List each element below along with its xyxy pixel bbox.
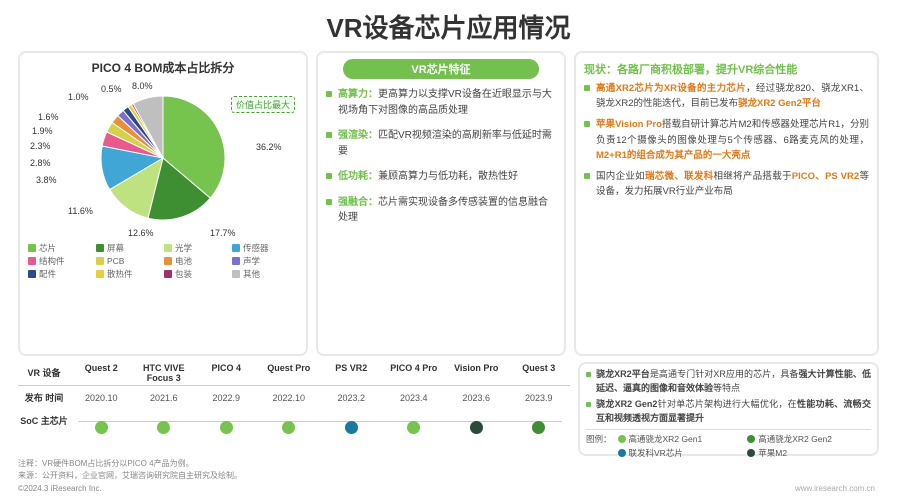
footer-link: www.iresearch.com.cn	[795, 483, 875, 494]
pie-svg	[83, 78, 243, 238]
device-cell: HTC VIVE Focus 3	[133, 363, 196, 383]
timeline-table: VR 设备 Quest 2HTC VIVE Focus 3PICO 4Quest…	[18, 362, 570, 456]
row-head-soc: SoC 主芯片	[18, 416, 70, 427]
legend-item: 散热件	[96, 268, 162, 280]
legend-item: 芯片	[28, 242, 94, 254]
device-cell: PICO 4	[195, 363, 258, 383]
pie-slice-label: 2.8%	[30, 158, 51, 168]
content-columns: PICO 4 BOM成本占比拆分 36.2% 17.7% 12.6% 11.6% 3.8…	[18, 51, 879, 356]
page-title: VR设备芯片应用情况	[18, 8, 879, 45]
date-cell: 2023.4	[383, 393, 446, 403]
device-cell: Quest Pro	[258, 363, 321, 383]
date-cell: 2022.9	[195, 393, 258, 403]
status-item: 国内企业如瑞芯微、联发科相继将产品搭载于PICO、PS VR2等设备，发力拓展V…	[584, 169, 869, 199]
legend-item: 声学	[232, 255, 298, 267]
status-list: 高通XR2芯片为XR设备的主力芯片，经过骁龙820、骁龙XR1、骁龙XR2的性能…	[584, 81, 869, 199]
pie-slice-label: 12.6%	[128, 228, 154, 238]
status-panel: 现状：各路厂商积极部署，提升VR综合性能 高通XR2芯片为XR设备的主力芯片，经…	[574, 51, 879, 356]
features-panel: VR芯片特征 高算力：更高算力以支撑VR设备在近眼显示与大视场角下对图像的高品质…	[316, 51, 566, 356]
feature-item: 高算力：更高算力以支撑VR设备在近眼显示与大视场角下对图像的高品质处理	[326, 87, 556, 118]
info-bullet: 骁龙XR2 Gen2针对单芯片架构进行大幅优化，在性能功耗、流畅交互和视频透视方…	[586, 398, 871, 425]
feature-item: 强融合：芯片需实现设备多传感装置的信息融合处理	[326, 195, 556, 226]
timeline-soc-row: SoC 主芯片	[18, 409, 570, 433]
date-cell: 2020.10	[70, 393, 133, 403]
status-item: 高通XR2芯片为XR设备的主力芯片，经过骁龙820、骁龙XR1、骁龙XR2的性能…	[584, 81, 869, 111]
pie-callout: 价值占比最大	[231, 96, 295, 113]
legend-item: 包装	[164, 268, 230, 280]
legend-item: 屏幕	[96, 242, 162, 254]
pie-slice-label: 17.7%	[210, 228, 236, 238]
pie-slice-label: 36.2%	[256, 142, 282, 152]
legend-item: PCB	[96, 255, 162, 267]
pie-slice-label: 11.6%	[68, 206, 93, 216]
features-list: 高算力：更高算力以支撑VR设备在近眼显示与大视场角下对图像的高品质处理强渲染：匹…	[326, 85, 556, 228]
features-header: VR芯片特征	[343, 59, 539, 79]
feature-item: 低功耗：兼顾高算力与低功耗，散热性好	[326, 169, 556, 185]
soc-legend-item: 高通骁龙XR2 Gen2	[747, 433, 871, 445]
timeline-dates-row: 发布 时间 2020.102021.62022.92022.102023.220…	[18, 387, 570, 409]
soc-legend: 图例： 高通骁龙XR2 Gen1 高通骁龙XR2 Gen2 联发科VR芯片苹果M2	[586, 429, 871, 459]
footer-copy: ©2024.3 iResearch Inc.	[18, 483, 879, 494]
soc-legend-item: 联发科VR芯片	[618, 447, 742, 459]
date-cell: 2023.6	[445, 393, 508, 403]
pie-panel: PICO 4 BOM成本占比拆分 36.2% 17.7% 12.6% 11.6% 3.8…	[18, 51, 308, 356]
soc-legend-head: 图例：	[586, 433, 612, 459]
timeline-devices-row: VR 设备 Quest 2HTC VIVE Focus 3PICO 4Quest…	[18, 362, 570, 384]
legend-item: 结构件	[28, 255, 94, 267]
soc-legend-item: 苹果M2	[747, 447, 871, 459]
pie-slice-label: 1.6%	[38, 112, 59, 122]
date-cell: 2022.10	[258, 393, 321, 403]
footer-source: 来源：公开资料，企业官网，艾瑞咨询研究院自主研究及绘制。	[18, 470, 879, 481]
legend-item: 其他	[232, 268, 298, 280]
legend-item: 光学	[164, 242, 230, 254]
legend-item: 传感器	[232, 242, 298, 254]
device-cell: Quest 3	[508, 363, 571, 383]
pie-slice-label: 8.0%	[132, 81, 153, 91]
pie-title: PICO 4 BOM成本占比拆分	[28, 59, 298, 76]
date-cell: 2021.6	[133, 393, 196, 403]
device-cell: PS VR2	[320, 363, 383, 383]
date-cell: 2023.9	[508, 393, 571, 403]
info-bullet: 骁龙XR2平台是高通专门针对XR应用的芯片，具备强大计算性能、低延迟、逼真的图像…	[586, 368, 871, 395]
device-cell: Quest 2	[70, 363, 133, 383]
device-cell: PICO 4 Pro	[383, 363, 446, 383]
status-header: 现状：各路厂商积极部署，提升VR综合性能	[584, 59, 869, 81]
pie-chart: 36.2% 17.7% 12.6% 11.6% 3.8% 2.8% 2.3% 1.9% 1.6%…	[28, 78, 298, 238]
soc-legend-item: 高通骁龙XR2 Gen1	[618, 433, 742, 445]
row-head-date: 发布 时间	[18, 393, 70, 404]
timeline-section: VR 设备 Quest 2HTC VIVE Focus 3PICO 4Quest…	[18, 362, 879, 456]
row-head-device: VR 设备	[18, 368, 70, 379]
pie-slice-label: 0.5%	[101, 84, 122, 94]
timeline-info-box: 骁龙XR2平台是高通专门针对XR应用的芯片，具备强大计算性能、低延迟、逼真的图像…	[578, 362, 879, 456]
legend-item: 配件	[28, 268, 94, 280]
pie-slice-label: 1.0%	[68, 92, 89, 102]
status-item: 苹果Vision Pro搭载自研计算芯片M2和传感器处理芯片R1，分别负责12个…	[584, 117, 869, 163]
footer: 注释：VR硬件BOM占比拆分以PICO 4产品为例。 来源：公开资料，企业官网，…	[18, 458, 879, 494]
pie-slice-label: 3.8%	[36, 175, 57, 185]
device-cell: Vision Pro	[445, 363, 508, 383]
pie-slice-label: 1.9%	[32, 126, 53, 136]
footer-note: 注释：VR硬件BOM占比拆分以PICO 4产品为例。	[18, 458, 879, 469]
pie-slice-label: 2.3%	[30, 141, 51, 151]
legend-item: 电池	[164, 255, 230, 267]
feature-item: 强渲染：匹配VR视频渲染的高刷新率与低延时需要	[326, 128, 556, 159]
date-cell: 2023.2	[320, 393, 383, 403]
pie-legend: 芯片屏幕光学传感器结构件PCB电池声学配件散热件包装其他	[28, 242, 298, 280]
